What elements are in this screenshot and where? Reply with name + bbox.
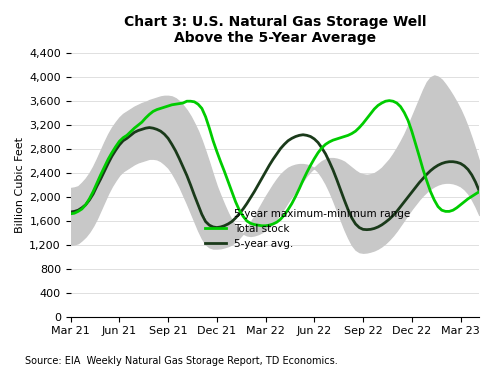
Y-axis label: Billion Cubic Feet: Billion Cubic Feet <box>15 137 25 233</box>
Legend: 5-year maximum-minimum range, Total stock, 5-year avg.: 5-year maximum-minimum range, Total stoc… <box>201 204 415 253</box>
Text: Source: EIA  Weekly Natural Gas Storage Report, TD Economics.: Source: EIA Weekly Natural Gas Storage R… <box>25 356 338 366</box>
Title: Chart 3: U.S. Natural Gas Storage Well
Above the 5-Year Average: Chart 3: U.S. Natural Gas Storage Well A… <box>124 15 426 45</box>
